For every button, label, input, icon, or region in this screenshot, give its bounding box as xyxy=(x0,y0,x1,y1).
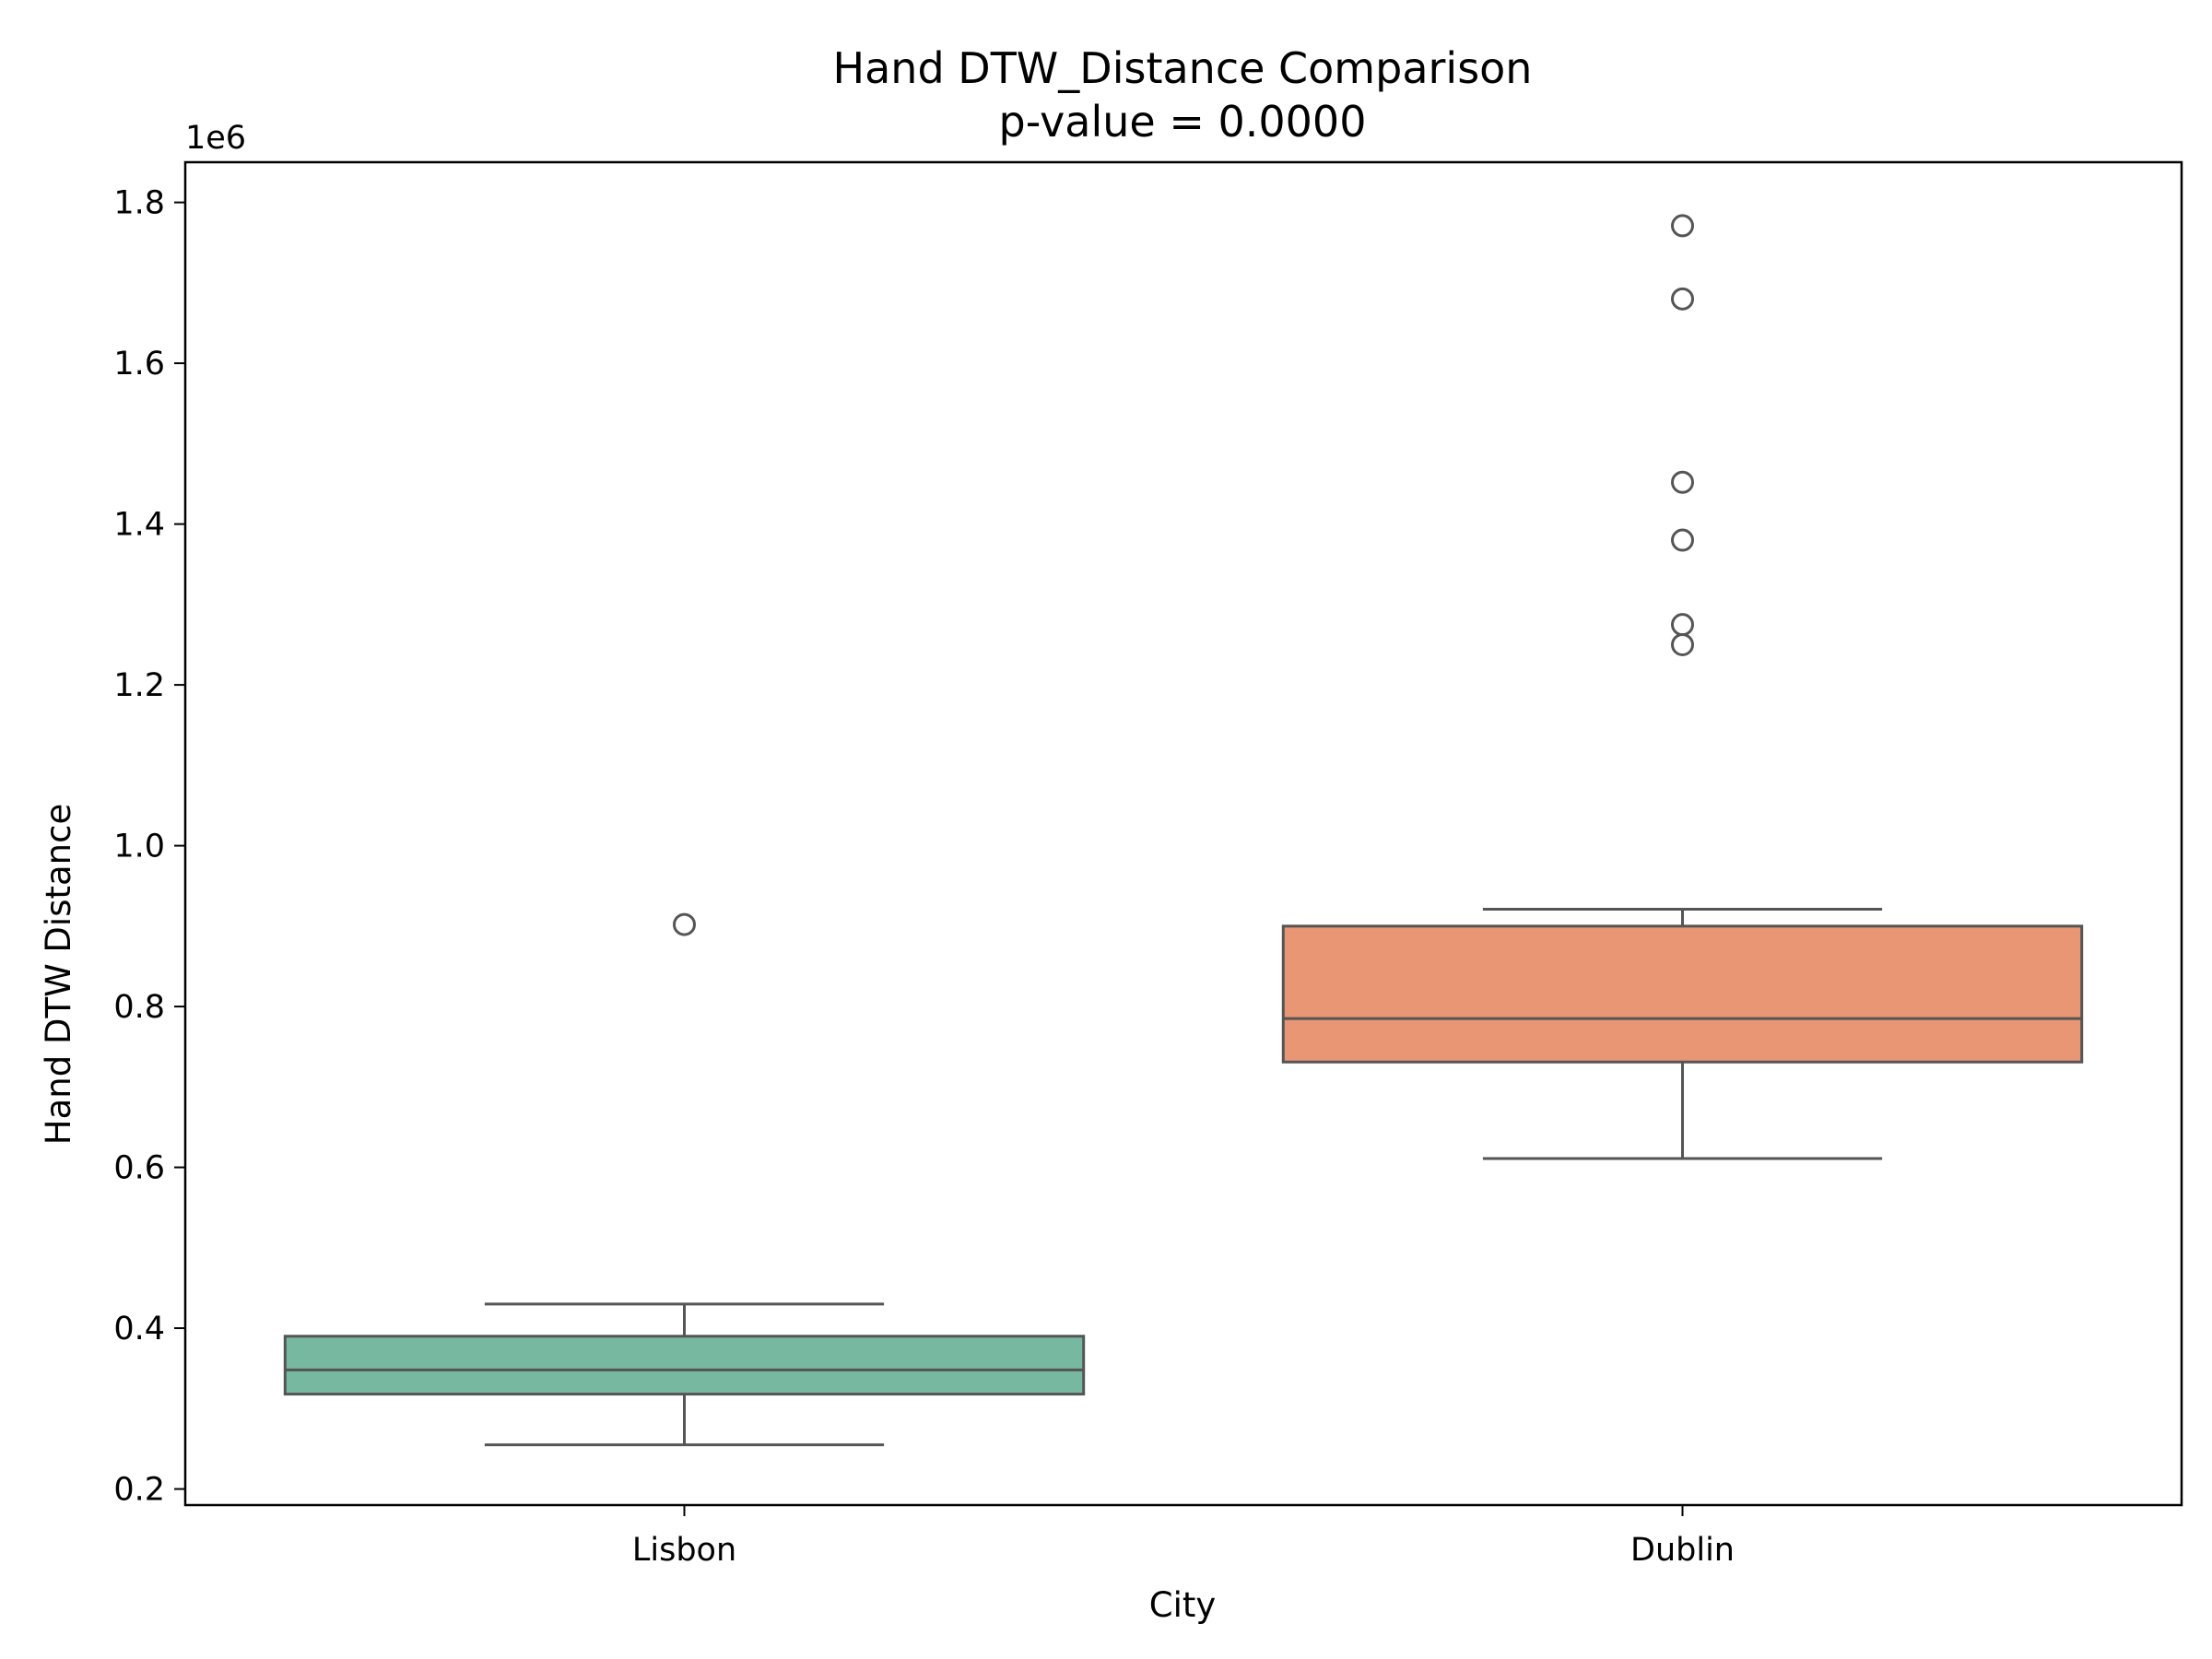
outlier-point xyxy=(673,912,696,936)
outlier-point xyxy=(1671,287,1694,311)
y-axis-scale-label: 1e6 xyxy=(185,120,246,157)
x-tick-label: Lisbon xyxy=(632,1532,736,1569)
outlier-point xyxy=(1671,613,1694,637)
box-group-lisbon xyxy=(283,912,1086,1447)
x-axis-label: City xyxy=(1149,1585,1217,1625)
y-tick-label: 0.8 xyxy=(113,989,165,1026)
y-tick-label: 1.2 xyxy=(113,667,165,704)
outlier-point xyxy=(1671,470,1694,494)
box-group-dublin xyxy=(1281,214,2084,1160)
y-tick-label: 0.6 xyxy=(113,1150,165,1187)
y-tick-label: 1.0 xyxy=(113,829,165,865)
x-tick-label: Dublin xyxy=(1630,1532,1735,1569)
plot-frame xyxy=(183,160,2183,1507)
y-tick-label: 0.2 xyxy=(113,1472,165,1509)
y-tick-label: 1.4 xyxy=(113,507,165,544)
plot-area xyxy=(283,214,2084,1447)
y-tick-label: 1.6 xyxy=(113,346,165,382)
y-axis: 0.2 0.4 0.6 0.8 1.0 1.2 1.4 1.6 1.8 xyxy=(113,185,185,1509)
iqr-box xyxy=(283,1335,1086,1396)
y-tick-label: 0.4 xyxy=(113,1311,165,1347)
y-tick-label: 1.8 xyxy=(113,185,165,222)
iqr-box xyxy=(1281,924,2084,1064)
x-axis: Lisbon Dublin xyxy=(632,1505,1735,1569)
outlier-point xyxy=(1671,528,1694,552)
outlier-point xyxy=(1671,632,1694,656)
chart-subtitle: p-value = 0.0000 xyxy=(999,97,1367,147)
chart-title: Hand DTW_Distance Comparison xyxy=(833,43,1533,93)
y-axis-label: Hand DTW Distance xyxy=(39,804,78,1145)
outlier-point xyxy=(1671,214,1694,238)
